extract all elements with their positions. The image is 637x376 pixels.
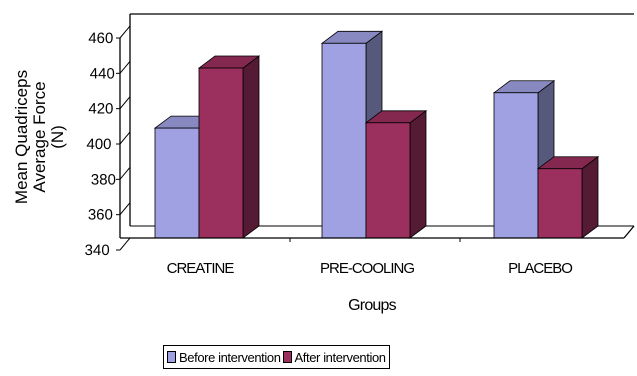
bar-front-face [198, 67, 244, 239]
category-label-1: PRE-COOLING [320, 260, 414, 277]
axes [119, 38, 635, 242]
y-axis-title-line-2: Average Force [30, 81, 49, 192]
bar-after-2 [536, 155, 600, 239]
bars [153, 30, 600, 239]
y-tick-label-420: 420 [88, 101, 113, 118]
y-axis-title-line-3: (N) [48, 125, 67, 149]
y-tick-link-340 [119, 237, 131, 251]
y-tick-link-420 [119, 96, 131, 109]
bar-after-0 [197, 55, 261, 239]
y-tick-link-440 [119, 61, 131, 74]
legend-swatch-before [167, 351, 176, 363]
x-axis-title: Groups [348, 297, 396, 314]
bar-side-face [242, 55, 260, 239]
y-tick-link-360 [119, 202, 131, 215]
legend-item-after: After intervention [281, 350, 386, 365]
chart-legend: Before intervention After intervention [163, 345, 390, 369]
bar-front-face [365, 122, 411, 239]
y-axis-ticks: 340 360 380 400 420 440 460 [84, 25, 131, 259]
legend-label-before: Before intervention [179, 349, 281, 365]
category-label-0: CREATINE [167, 260, 235, 277]
y-tick-link-380 [119, 167, 131, 180]
y-tick-label-460: 460 [88, 30, 113, 47]
y-tick-link-400 [119, 131, 131, 145]
legend-label-after: After intervention [294, 349, 386, 365]
bar-front-face [154, 127, 200, 239]
x-axis-end-link [623, 225, 635, 239]
legend-swatch-after [282, 351, 292, 363]
y-tick-label-380: 380 [91, 171, 116, 188]
bar-before-2 [492, 79, 556, 239]
category-labels: CREATINE PRE-COOLING PLACEBO [167, 260, 574, 277]
y-tick-label-340: 340 [84, 242, 109, 259]
y-tick-link-460 [119, 25, 131, 39]
y-axis-title-line-1: Mean Quadriceps [12, 70, 31, 204]
bar-front-face [493, 92, 539, 239]
y-tick-label-360: 360 [88, 207, 113, 224]
legend-item-before: Before intervention [167, 350, 281, 365]
bar-front-face [537, 168, 583, 239]
bar-side-face [581, 155, 599, 239]
bar-after-1 [364, 110, 428, 239]
y-axis-title: Mean Quadriceps Average Force (N) [12, 70, 67, 204]
bar-side-face [409, 110, 427, 239]
category-label-2: PLACEBO [508, 260, 572, 277]
y-tick-label-440: 440 [90, 65, 115, 82]
y-tick-label-400: 400 [86, 136, 111, 153]
bar-front-face [321, 42, 367, 239]
